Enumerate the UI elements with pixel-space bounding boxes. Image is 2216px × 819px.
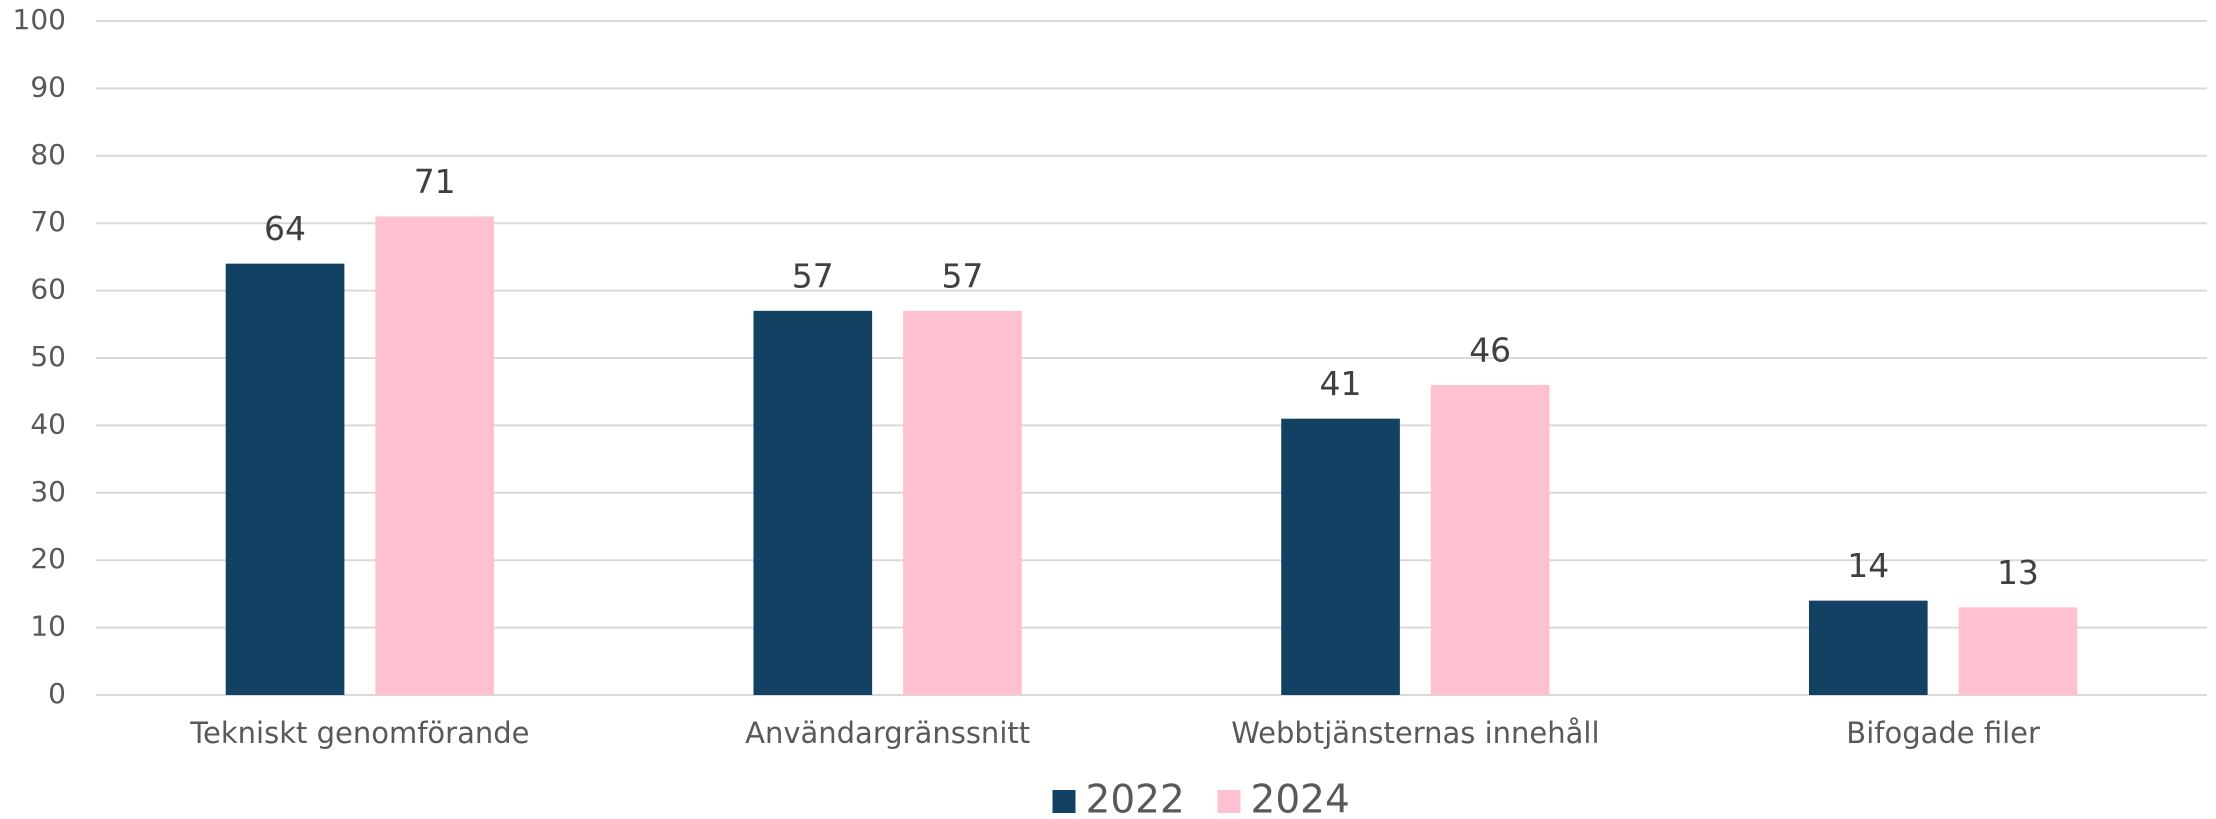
x-tick-label: Användargränssnitt xyxy=(745,716,1030,750)
bar xyxy=(1808,600,1928,695)
y-tick-label: 0 xyxy=(48,677,66,710)
bar xyxy=(1430,384,1550,695)
data-label: 64 xyxy=(264,209,306,248)
y-tick-label: 50 xyxy=(30,340,66,373)
data-label: 71 xyxy=(414,162,456,201)
data-label: 57 xyxy=(941,256,983,295)
bar xyxy=(375,216,495,695)
y-tick-label: 90 xyxy=(30,70,66,103)
x-tick-label: Bifogade filer xyxy=(1846,716,2040,750)
legend-swatch xyxy=(1217,790,1241,813)
y-tick-label: 20 xyxy=(30,542,66,575)
data-label: 46 xyxy=(1469,330,1511,369)
y-tick-label: 60 xyxy=(30,273,66,306)
legend-label: 2022 xyxy=(1086,778,1185,819)
y-tick-label: 80 xyxy=(30,138,66,171)
y-tick-label: 100 xyxy=(13,3,66,36)
x-tick-label: Tekniskt genomförande xyxy=(189,716,529,750)
x-tick-label: Webbtjänsternas innehåll xyxy=(1231,716,1599,750)
legend-swatch xyxy=(1052,790,1076,813)
data-label: 57 xyxy=(792,256,834,295)
bar xyxy=(1958,607,2078,695)
data-label: 14 xyxy=(1847,546,1889,585)
bar xyxy=(753,310,873,695)
y-tick-label: 30 xyxy=(30,475,66,508)
legend-label: 2024 xyxy=(1251,778,1350,819)
y-tick-label: 70 xyxy=(30,205,66,238)
data-label: 41 xyxy=(1320,364,1362,403)
y-tick-label: 10 xyxy=(30,610,66,643)
bar xyxy=(225,263,345,695)
data-label: 13 xyxy=(1997,553,2039,592)
y-tick-label: 40 xyxy=(30,407,66,440)
bar xyxy=(903,310,1022,695)
bar xyxy=(1281,418,1400,695)
